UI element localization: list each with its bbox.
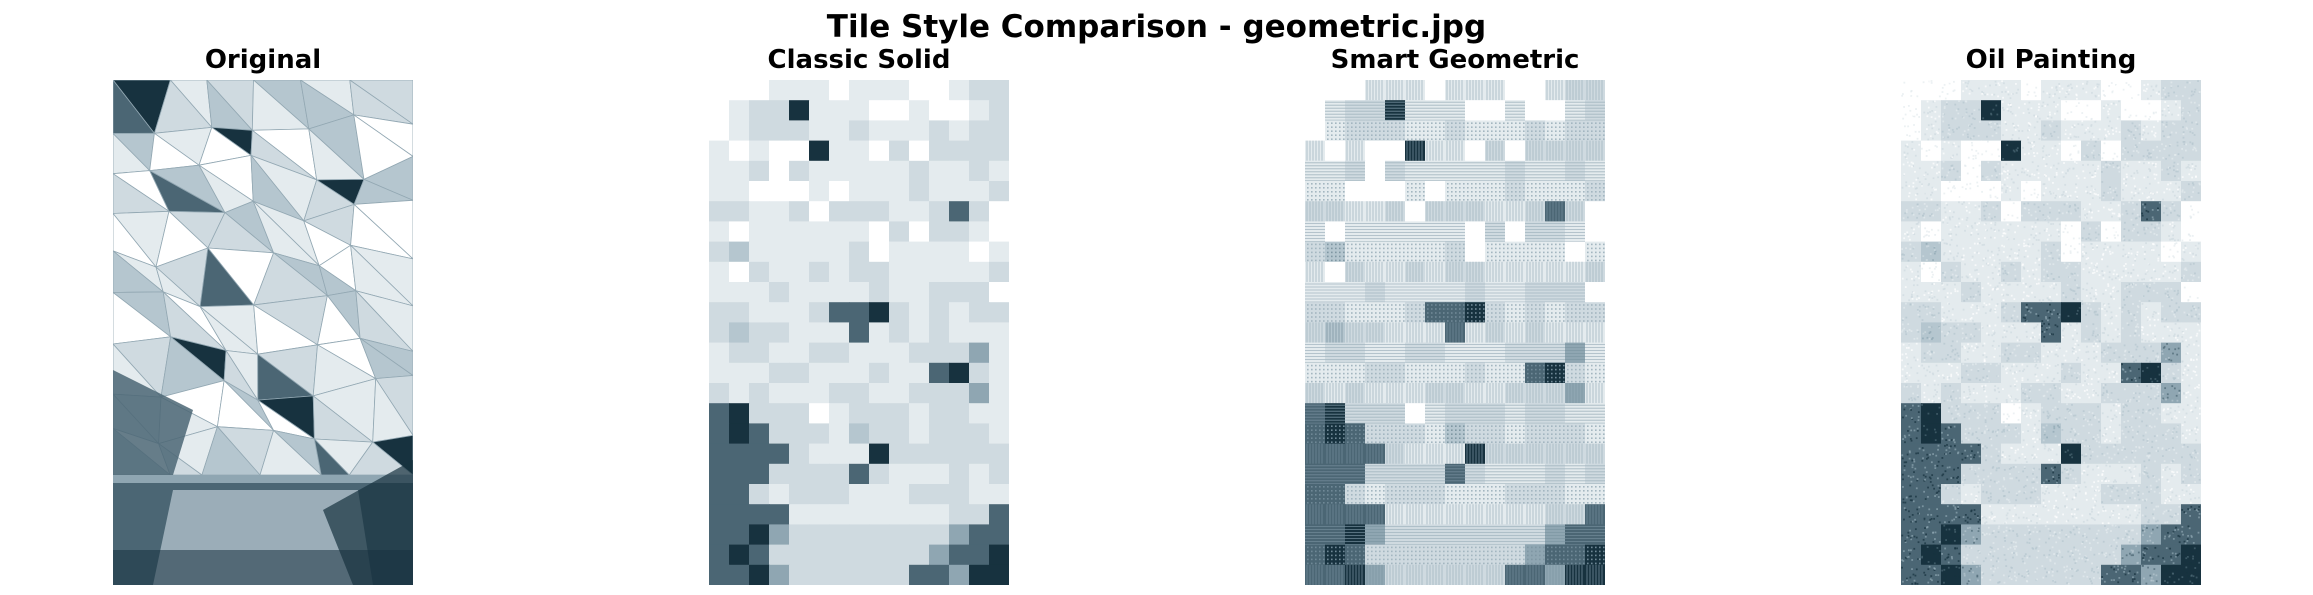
classic-solid-image bbox=[709, 80, 1009, 585]
panel-oil-painting: Oil Painting bbox=[1801, 44, 2301, 595]
panel-title-oil-painting: Oil Painting bbox=[1965, 45, 2137, 75]
original-geometric-photo bbox=[113, 80, 413, 585]
oil-painting-tiles bbox=[1901, 80, 2201, 585]
classic-solid-tiles bbox=[709, 80, 1009, 585]
oil-painting-image bbox=[1901, 80, 2201, 585]
panel-title-smart-geometric: Smart Geometric bbox=[1330, 45, 1580, 75]
panel-classic-solid: Classic Solid bbox=[609, 44, 1109, 595]
smart-geometric-tiles bbox=[1305, 80, 1605, 585]
panel-title-classic-solid: Classic Solid bbox=[767, 45, 951, 75]
panel-title-original: Original bbox=[204, 45, 322, 75]
panel-smart-geometric: Smart Geometric bbox=[1205, 44, 1705, 595]
panel-original: Original bbox=[13, 44, 513, 595]
original-image bbox=[113, 80, 413, 585]
smart-geometric-image bbox=[1305, 80, 1605, 585]
figure-title: Tile Style Comparison - geometric.jpg bbox=[826, 9, 1487, 45]
